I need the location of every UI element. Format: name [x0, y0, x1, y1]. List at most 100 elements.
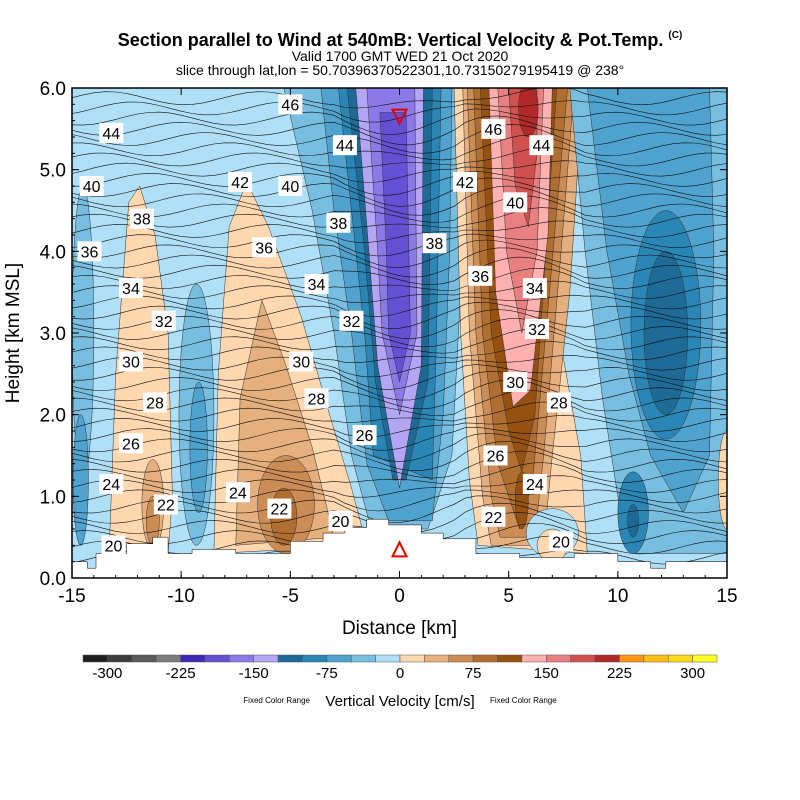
x-tick-label: -5 — [282, 586, 299, 607]
theta-label: 34 — [522, 278, 547, 299]
theta-label-text: 36 — [255, 240, 273, 257]
theta-label-box — [481, 506, 506, 527]
colorbar-swatch — [424, 654, 450, 663]
colorbar-swatch — [594, 654, 620, 663]
theta-label-text: 36 — [471, 269, 489, 286]
theta-label-text: 28 — [308, 391, 326, 408]
theta-contour — [72, 294, 727, 317]
theta-label: 30 — [503, 372, 528, 392]
theta-contour — [72, 328, 727, 354]
theta-contour — [72, 108, 727, 135]
theta-label-box — [503, 192, 528, 213]
downdraft-region — [643, 251, 688, 415]
theta-label-text: 44 — [336, 138, 354, 155]
colorbar-note-left: Fixed Color Range — [243, 696, 310, 705]
theta-label: 40 — [79, 176, 104, 196]
colorbar-swatch — [277, 654, 303, 663]
theta-label: 30 — [289, 351, 314, 372]
colorbar-swatch — [180, 654, 206, 663]
theta-label-text: 42 — [231, 175, 249, 192]
x-tick-label: -15 — [58, 586, 85, 607]
theta-label-box — [79, 176, 104, 196]
theta-label: 32 — [151, 310, 176, 331]
theta-label-box — [142, 392, 167, 413]
theta-label-box — [549, 531, 574, 552]
subtitle-valid-time: Valid 1700 GMT WED 21 Oct 2020 — [291, 48, 509, 64]
theta-label-text: 34 — [526, 281, 544, 298]
theta-label: 36 — [468, 265, 493, 286]
theta-label-text: 40 — [506, 195, 524, 212]
theta-label: 26 — [483, 445, 508, 466]
colorbar-swatch — [375, 654, 401, 663]
theta-contour — [72, 450, 727, 479]
theta-label-text: 32 — [528, 322, 546, 339]
theta-contour — [72, 341, 727, 364]
colorbar-swatch — [107, 654, 133, 663]
theta-label-text: 20 — [105, 538, 123, 555]
theta-contour — [72, 177, 727, 207]
theta-label-box — [278, 176, 303, 196]
theta-label-text: 46 — [281, 97, 299, 114]
colorbar-tick-label: 0 — [396, 665, 404, 682]
theta-label-text: 32 — [155, 314, 173, 331]
theta-contour — [72, 309, 727, 340]
theta-label-box — [522, 278, 547, 299]
updraft-core — [518, 88, 539, 138]
colorbar-swatch — [350, 654, 376, 663]
colorbar-swatch — [204, 654, 230, 663]
colorbar-swatch — [570, 654, 596, 663]
colorbar-swatch — [155, 654, 181, 663]
theta-contour — [72, 280, 727, 304]
colorbar-swatch — [448, 654, 474, 663]
colorbar-swatch — [546, 654, 571, 663]
theta-label-text: 24 — [229, 485, 247, 502]
theta-label-text: 20 — [552, 534, 570, 551]
theta-label: 46 — [481, 118, 506, 139]
y-tick-label: 2.0 — [40, 406, 66, 427]
theta-label-text: 24 — [102, 477, 120, 494]
theta-contour — [72, 301, 727, 329]
theta-label-text: 38 — [426, 236, 444, 253]
theta-label: 22 — [153, 494, 178, 515]
theta-label-box — [522, 474, 547, 495]
theta-contour — [72, 379, 727, 410]
colorbar-tick-label: 300 — [680, 665, 705, 682]
theta-contour — [72, 318, 727, 348]
theta-label: 24 — [99, 474, 124, 495]
theta-contour — [72, 247, 727, 278]
theta-contour — [72, 115, 727, 146]
theta-label: 40 — [278, 176, 303, 196]
theta-label-box — [118, 433, 143, 454]
theta-label: 34 — [304, 274, 329, 294]
chart-title: Section parallel to Wind at 540mB: Verti… — [0, 30, 800, 51]
theta-label-text: 46 — [484, 122, 502, 139]
theta-label-box — [118, 351, 143, 372]
y-axis-label: Height [km MSL] — [3, 263, 24, 403]
colorbar-swatch — [643, 654, 669, 663]
theta-label-box — [118, 278, 143, 299]
colorbar-tick-label: -300 — [92, 665, 122, 682]
theta-label-box — [468, 265, 493, 286]
theta-label: 42 — [453, 171, 477, 192]
theta-contour — [72, 401, 727, 423]
triangle-up-marker — [390, 540, 409, 558]
theta-label-text: 38 — [133, 212, 151, 229]
title-text: Section parallel to Wind at 540mB: Verti… — [117, 30, 664, 50]
terrain — [72, 518, 727, 578]
y-tick-label: 4.0 — [40, 242, 66, 263]
theta-label-text: 22 — [484, 510, 502, 527]
theta-label: 38 — [326, 212, 351, 233]
theta-label: 40 — [503, 192, 528, 213]
colorbar-tick-label: -225 — [166, 665, 196, 682]
theta-label: 38 — [422, 233, 447, 254]
theta-label: 44 — [332, 135, 357, 156]
theta-contour — [72, 170, 727, 196]
theta-contour — [72, 389, 727, 416]
theta-label-text: 26 — [487, 449, 505, 466]
theta-label-text: 28 — [550, 395, 568, 412]
colorbar-note-right: Fixed Color Range — [490, 696, 557, 705]
theta-contour — [72, 185, 727, 216]
colorbar-swatch — [82, 654, 108, 663]
theta-contour — [72, 495, 727, 523]
